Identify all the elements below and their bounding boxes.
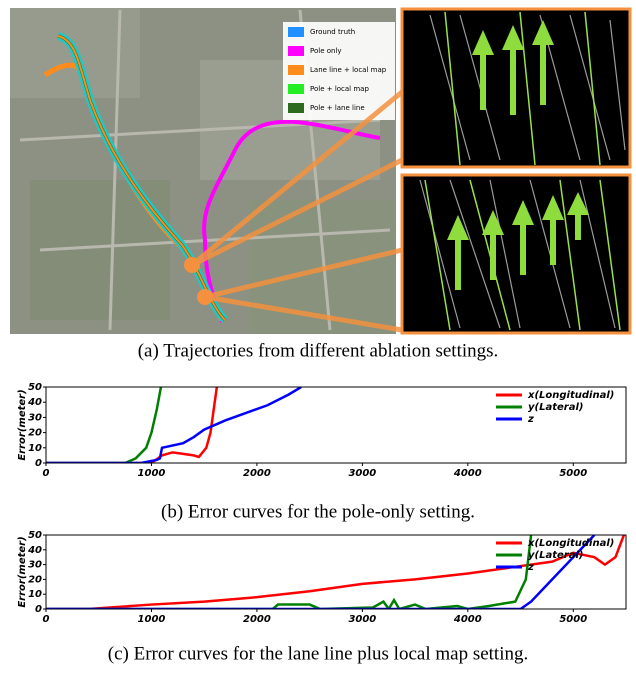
series-line: [46, 387, 219, 463]
y-tick-label: 40: [27, 397, 42, 408]
y-tick-label: 0: [35, 458, 42, 469]
x-tick-label: 0: [43, 468, 50, 479]
caption: (b) Error curves for the pole-only setti…: [161, 501, 475, 522]
plot-lines: [46, 387, 302, 463]
x-tick-label: 4000: [453, 614, 482, 625]
legend-label: y(Lateral): [528, 402, 583, 413]
y-tick-label: 20: [28, 428, 42, 439]
legend-label: z: [527, 414, 534, 425]
series-line: [46, 535, 596, 609]
x-tick-label: 5000: [559, 614, 587, 625]
legend-swatch: [288, 84, 304, 94]
series-line: [46, 387, 302, 463]
caption: (c) Error curves for the lane line plus …: [108, 643, 529, 664]
x-tick-label: 4000: [453, 468, 482, 479]
x-tick-label: 2000: [243, 468, 271, 479]
x-tick-label: 5000: [559, 468, 587, 479]
x-tick-label: 2000: [243, 614, 271, 625]
legend-label: y(Lateral): [528, 550, 583, 561]
y-tick-label: 30: [28, 560, 42, 571]
y-tick-label: 0: [35, 604, 42, 615]
series-line: [46, 535, 626, 609]
y-tick-label: 10: [28, 589, 42, 600]
caption: (a) Trajectories from different ablation…: [138, 340, 499, 361]
x-tick-label: 1000: [138, 614, 166, 625]
legend-swatch: [288, 65, 304, 75]
y-tick-label: 40: [27, 545, 42, 556]
series-line: [46, 535, 533, 609]
legend-swatch: [288, 46, 304, 56]
x-tick-label: 3000: [348, 614, 376, 625]
legend-swatch: [288, 27, 304, 37]
plot-frame: [45, 386, 627, 464]
legend-label: Ground truth: [310, 28, 355, 36]
legend-label: Lane line + local map: [310, 66, 387, 74]
x-tick-label: 0: [43, 614, 50, 625]
y-tick-label: 50: [28, 382, 42, 393]
legend-label: Pole only: [310, 47, 342, 55]
series-line: [46, 387, 163, 463]
plot-frame: [45, 534, 627, 610]
legend-label: Pole + local map: [310, 85, 369, 93]
y-axis-label: Error(meter): [17, 536, 28, 607]
legend-label: z: [527, 562, 534, 573]
x-tick-label: 3000: [348, 468, 376, 479]
plot-lines: [46, 535, 626, 609]
y-tick-label: 30: [28, 412, 42, 423]
legend-swatch: [288, 103, 304, 113]
y-axis-label: Error(meter): [17, 389, 28, 460]
y-tick-label: 20: [28, 574, 42, 585]
y-tick-label: 50: [28, 530, 42, 541]
x-tick-label: 1000: [138, 468, 166, 479]
legend-label: x(Longitudinal): [527, 390, 614, 401]
legend-label: x(Longitudinal): [527, 538, 614, 549]
legend-label: Pole + lane line: [310, 104, 365, 112]
y-tick-label: 10: [28, 443, 42, 454]
satellite-map: [10, 8, 396, 334]
inset-views: [184, 7, 632, 335]
